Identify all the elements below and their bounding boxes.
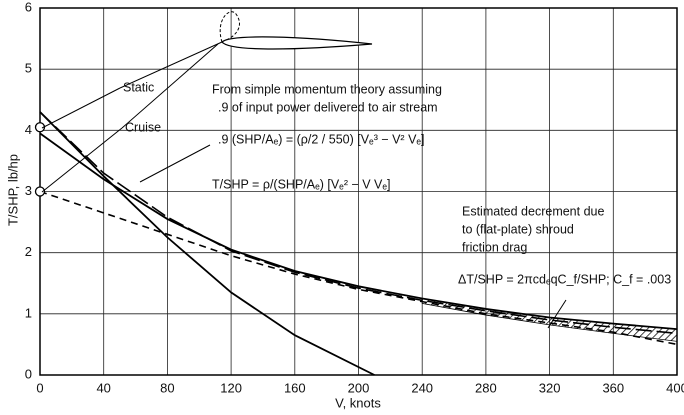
marker (34, 186, 46, 197)
leader-line (41, 87, 121, 129)
x-tick-label: 280 (475, 380, 497, 395)
annotation: Estimated decrement due (462, 204, 604, 218)
x-tick-label: 240 (411, 380, 433, 395)
leader-line (139, 144, 211, 183)
y-tick-label: 0 (25, 366, 32, 381)
leader-line (41, 127, 123, 193)
line (39, 190, 678, 346)
leader-line (547, 299, 567, 329)
leader-line (121, 43, 219, 129)
airfoil-icon (219, 11, 240, 43)
x-tick-label: 360 (602, 380, 624, 395)
x-tick-label: 160 (284, 380, 306, 395)
x-axis-label: V, knots (335, 395, 381, 410)
y-tick-label: 3 (25, 183, 32, 198)
y-tick-label: 5 (25, 61, 32, 76)
annotation: to (flat-plate) shroud (462, 222, 574, 236)
y-axis-label: T/SHP, lb/hp (5, 154, 20, 226)
x-tick-label: 0 (36, 380, 43, 395)
y-tick-label: 4 (25, 122, 32, 137)
y-tick-label: 2 (25, 244, 32, 259)
x-tick-label: 400 (666, 380, 684, 395)
x-tick-label: 200 (348, 380, 370, 395)
annotation: From simple momentum theory assuming (212, 82, 442, 96)
formula: T/SHP = ρ/(SHP/Aₑ) [Vₑ² − V Vₑ] (212, 177, 391, 191)
x-tick-label: 320 (539, 380, 561, 395)
airfoil-icon (221, 36, 373, 50)
annotation: Cruise (125, 120, 161, 134)
y-tick-label: 1 (25, 305, 32, 320)
line (39, 132, 678, 331)
x-tick-label: 80 (160, 380, 174, 395)
line (39, 111, 375, 376)
x-tick-label: 120 (220, 380, 242, 395)
annotation: Static (123, 80, 154, 94)
formula: ΔT/SHP = 2πcdₑqC_f/SHP; C_f = .003 (458, 272, 671, 286)
marks (34, 111, 678, 376)
y-tick-label: 6 (25, 0, 32, 14)
annotation: .9 of input power delivered to air strea… (218, 100, 438, 114)
annotation: friction drag (462, 240, 527, 254)
formula: .9 (SHP/Aₑ) = (ρ/2 / 550) [Vₑ³ − V² Vₑ] (218, 132, 425, 146)
x-tick-label: 40 (96, 380, 110, 395)
leader-line (119, 41, 223, 89)
line (39, 111, 678, 335)
